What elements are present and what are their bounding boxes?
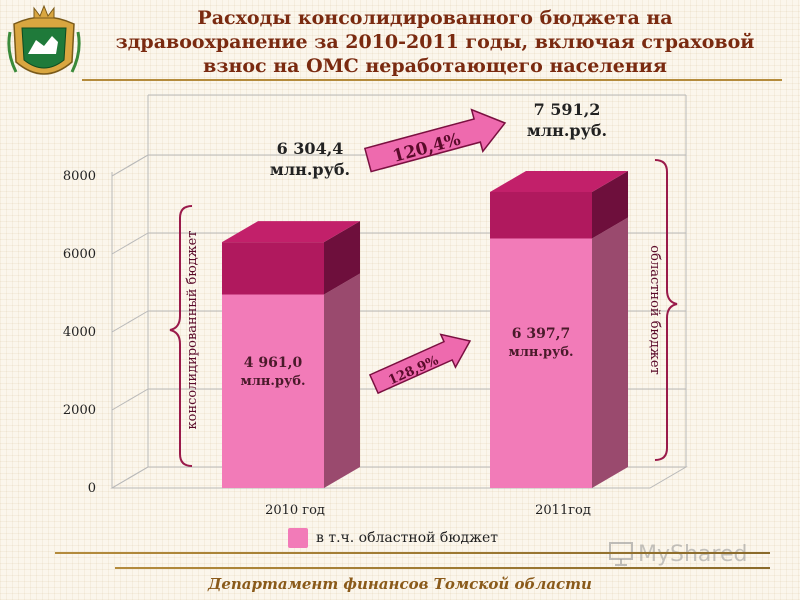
regional-unit-label: млн.руб. <box>240 374 305 389</box>
legend-swatch-regional <box>288 528 308 548</box>
watermark-text: MyShared <box>638 541 748 567</box>
page-title: Расходы консолидированного бюджета на зд… <box>85 6 785 78</box>
bracket-right <box>654 159 678 461</box>
growth-arrow-regional-shape <box>368 333 472 395</box>
title-line-2: здравоохранение за 2010-2011 годы, включ… <box>115 31 755 53</box>
bracket-label-right: областной бюджет <box>647 245 662 374</box>
y-tick-label: 6000 <box>63 247 96 262</box>
y-tick-label: 8000 <box>63 169 96 184</box>
bar-total-side <box>592 170 628 239</box>
bar-regional-side <box>324 273 360 488</box>
gridline-diagonal <box>111 232 149 255</box>
regional-value-label: 6 397,7 <box>512 326 570 342</box>
bar-regional-side <box>592 217 628 489</box>
x-tick-label: 2011год <box>535 503 591 518</box>
total-value-label: 6 304,4 <box>277 139 344 158</box>
gridline-diagonal <box>111 310 149 333</box>
bar-regional <box>490 238 592 488</box>
legend-label: в т.ч. областной бюджет <box>316 530 499 546</box>
footer-rule-top <box>55 552 770 554</box>
total-unit-label: млн.руб. <box>527 121 607 140</box>
bar-total <box>490 191 592 239</box>
x-tick-label: 2010 год <box>265 503 325 518</box>
total-value-label: 7 591,2 <box>534 100 601 119</box>
regional-value-label: 4 961,0 <box>244 355 303 371</box>
bar-total <box>222 242 324 295</box>
y-axis: 0 2000 4000 6000 8000 <box>63 169 113 496</box>
title-underline <box>82 79 782 81</box>
tomsk-coat-of-arms-icon <box>7 4 81 75</box>
gridline-diagonal <box>111 388 149 411</box>
y-tick-label: 4000 <box>63 325 96 340</box>
regional-unit-label: млн.руб. <box>508 345 573 360</box>
footer-department: Департамент финансов Томской области <box>208 575 592 593</box>
y-tick-label: 0 <box>88 481 96 496</box>
bar-top <box>490 170 628 192</box>
growth-arrow-total-shape <box>363 108 507 173</box>
bars <box>222 170 628 489</box>
gridline-diagonal <box>111 466 149 489</box>
title-line-3: взнос на ОМС неработающего населения <box>203 55 667 77</box>
y-tick-label: 2000 <box>63 403 96 418</box>
presentation-icon <box>609 542 633 566</box>
total-unit-label: млн.руб. <box>270 160 350 179</box>
gridline-diagonal <box>111 154 149 177</box>
bar-total-side <box>324 221 360 295</box>
legend: в т.ч. областной бюджет <box>288 528 498 548</box>
bracket-left <box>169 205 193 467</box>
title-line-1: Расходы консолидированного бюджета на <box>197 7 673 29</box>
growth-arrow-total <box>363 108 507 173</box>
watermark: MyShared <box>608 538 747 570</box>
bracket-label-left: консолидированный бюджет <box>185 231 200 430</box>
bar-regional <box>222 294 324 488</box>
growth-arrow-regional <box>368 333 472 395</box>
footer-rule-bottom <box>115 567 770 569</box>
bar-top <box>222 221 360 243</box>
